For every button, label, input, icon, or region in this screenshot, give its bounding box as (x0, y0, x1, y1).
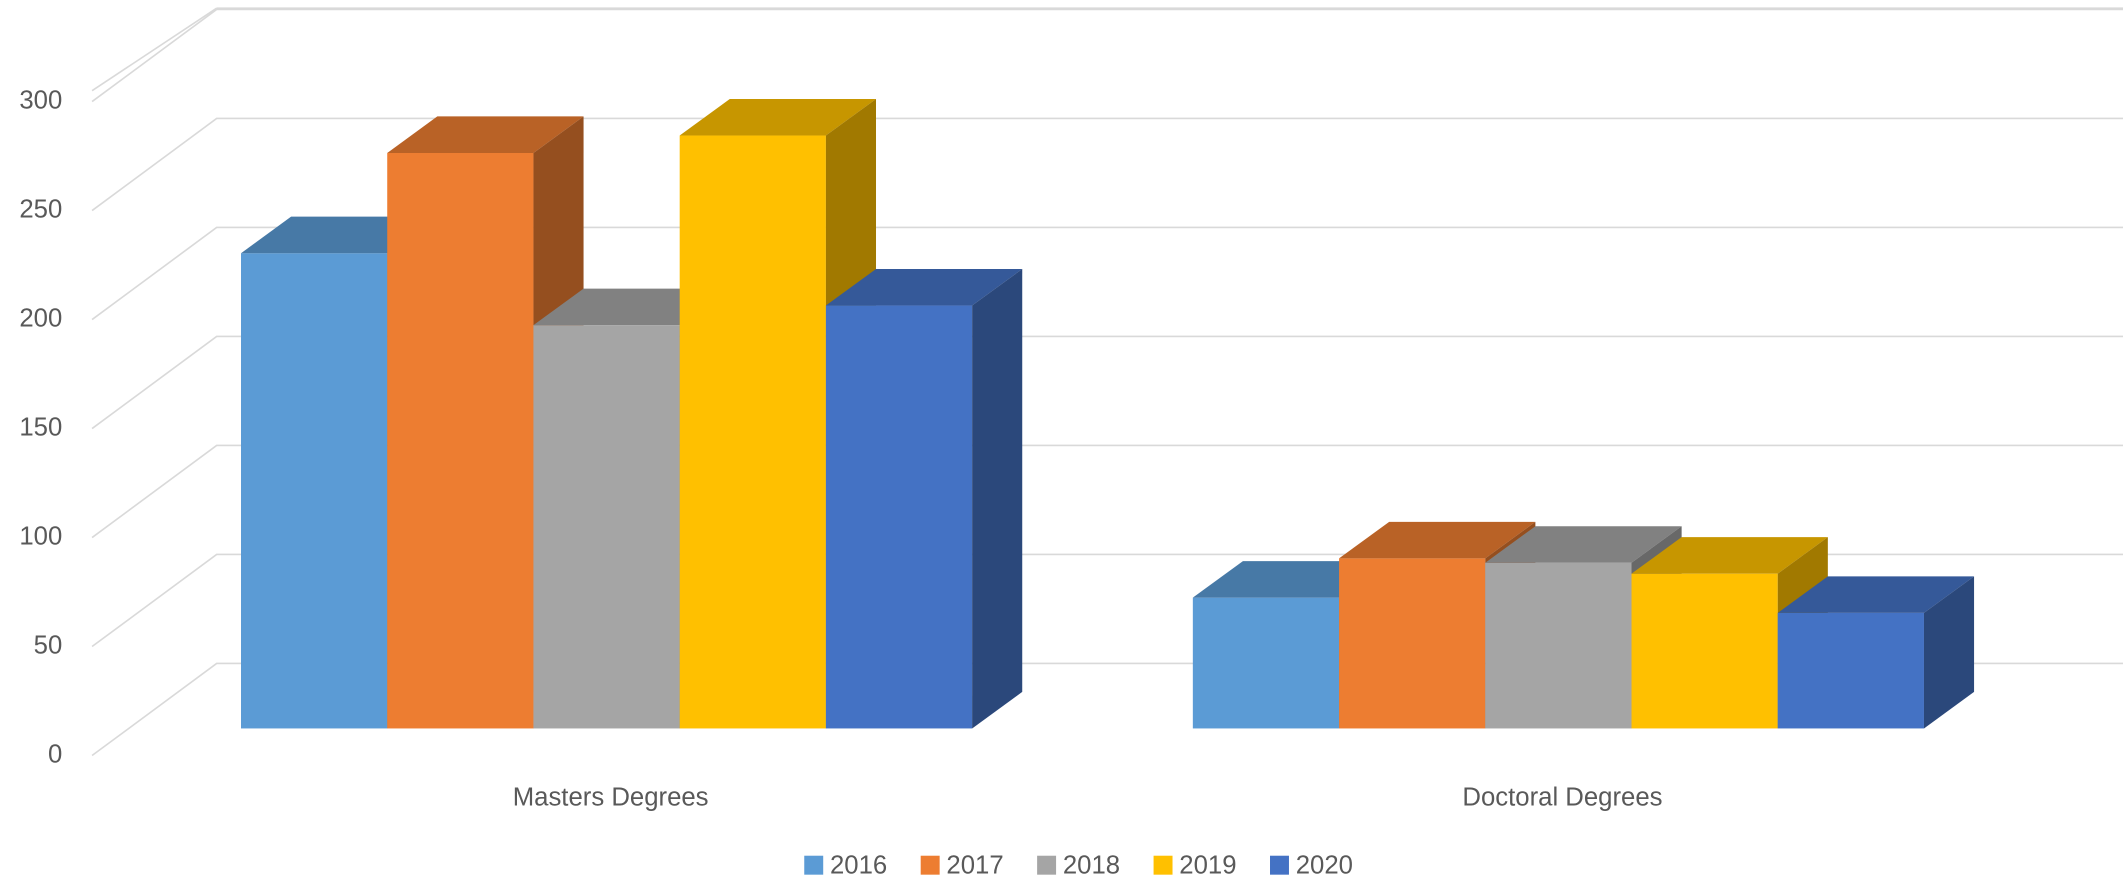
bar (1339, 558, 1486, 729)
bar (1777, 612, 1924, 729)
bar-top (387, 116, 584, 153)
legend-label: 2020 (1296, 851, 1353, 879)
grid-line (91, 444, 2123, 539)
bar (241, 253, 388, 729)
legend-swatch (804, 855, 824, 875)
y-tick-label: 0 (48, 740, 62, 768)
bar (1631, 573, 1778, 729)
y-tick-label: 250 (19, 195, 62, 223)
grid-line (91, 335, 2123, 430)
grid-line (91, 226, 2123, 321)
bar (825, 305, 973, 729)
legend-label: 2017 (946, 851, 1003, 879)
y-tick-label: 200 (19, 304, 62, 332)
y-tick-label: 100 (19, 522, 62, 550)
bar-top (1485, 526, 1682, 563)
grid-line (91, 117, 2123, 212)
bar-top (1631, 537, 1828, 574)
y-tick-label: 150 (19, 413, 62, 441)
x-tick-label: Masters Degrees (513, 784, 709, 812)
back-wall-edge (91, 7, 218, 92)
grid-line (91, 8, 2123, 103)
y-tick-label: 50 (34, 631, 63, 659)
y-tick-label: 300 (19, 86, 62, 114)
bar (679, 135, 826, 729)
bar (1485, 562, 1632, 729)
bar-side (1923, 576, 1975, 729)
bar (387, 152, 534, 729)
legend-label: 2016 (830, 851, 887, 879)
legend-swatch (1153, 855, 1173, 875)
x-tick-label: Doctoral Degrees (1462, 784, 1662, 812)
legend-swatch (1037, 855, 1057, 875)
bar (533, 325, 680, 729)
bar-top (679, 98, 877, 136)
bar-top (1339, 521, 1536, 559)
legend-label: 2018 (1063, 851, 1120, 879)
legend-swatch (920, 855, 940, 875)
legend-swatch (1270, 855, 1289, 875)
bar-side (972, 268, 1023, 729)
bar-top (1777, 576, 1975, 613)
bar (1192, 597, 1340, 729)
bar-top (825, 268, 1023, 306)
legend-label: 2019 (1179, 851, 1236, 879)
